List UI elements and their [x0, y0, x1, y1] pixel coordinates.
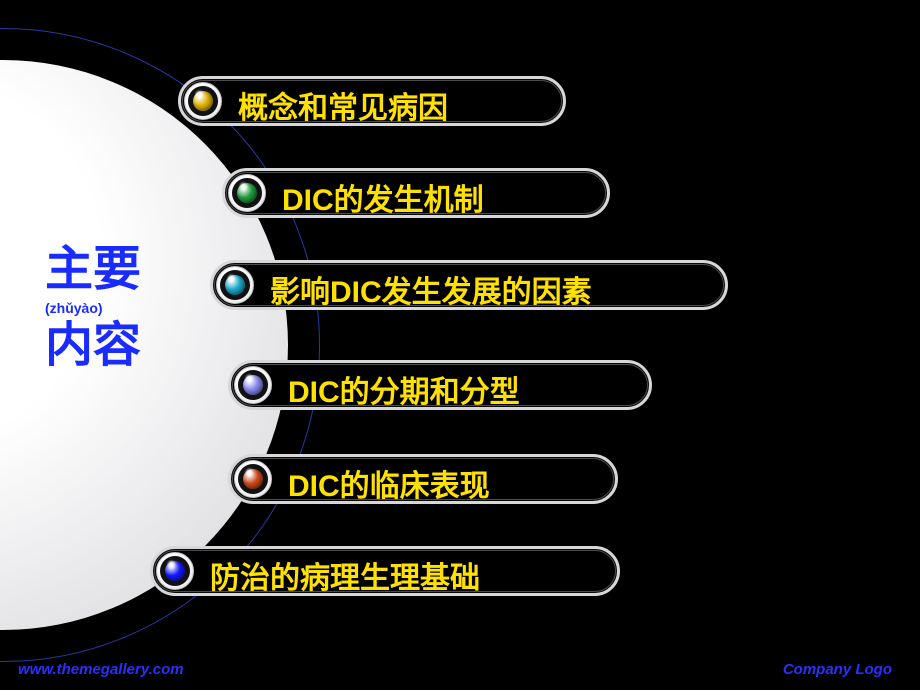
footer-right-logo: Company Logo	[783, 661, 892, 678]
slide-stage: 主要 (zhǔyào) 内容 www.themegallery.com Comp…	[0, 0, 920, 690]
bullet-highlight	[246, 375, 253, 382]
item-label: 防治的病理生理基础	[210, 553, 480, 597]
item-label: 影响DIC发生发展的因素	[270, 267, 592, 311]
title-line-2: 内容	[45, 321, 141, 371]
bullet-highlight	[196, 91, 203, 98]
item-label: 概念和常见病因	[238, 83, 448, 127]
bullet-highlight	[240, 183, 247, 190]
item-label: DIC的临床表现	[288, 461, 490, 505]
footer-left-link[interactable]: www.themegallery.com	[18, 661, 184, 678]
item-label: DIC的分期和分型	[288, 367, 520, 411]
bullet-highlight	[246, 469, 253, 476]
list-item-3[interactable]: 影响DIC发生发展的因素	[210, 260, 728, 310]
bullet-highlight	[228, 275, 235, 282]
list-item-2[interactable]: DIC的发生机制	[222, 168, 610, 218]
title-pinyin: (zhǔyào)	[45, 300, 141, 316]
list-item-5[interactable]: DIC的临床表现	[228, 454, 618, 504]
list-item-1[interactable]: 概念和常见病因	[178, 76, 566, 126]
list-item-6[interactable]: 防治的病理生理基础	[150, 546, 620, 596]
title-block: 主要 (zhǔyào) 内容	[45, 245, 141, 372]
title-line-1: 主要	[45, 245, 141, 295]
item-label: DIC的发生机制	[282, 175, 484, 219]
bullet-highlight	[168, 561, 175, 568]
list-item-4[interactable]: DIC的分期和分型	[228, 360, 652, 410]
